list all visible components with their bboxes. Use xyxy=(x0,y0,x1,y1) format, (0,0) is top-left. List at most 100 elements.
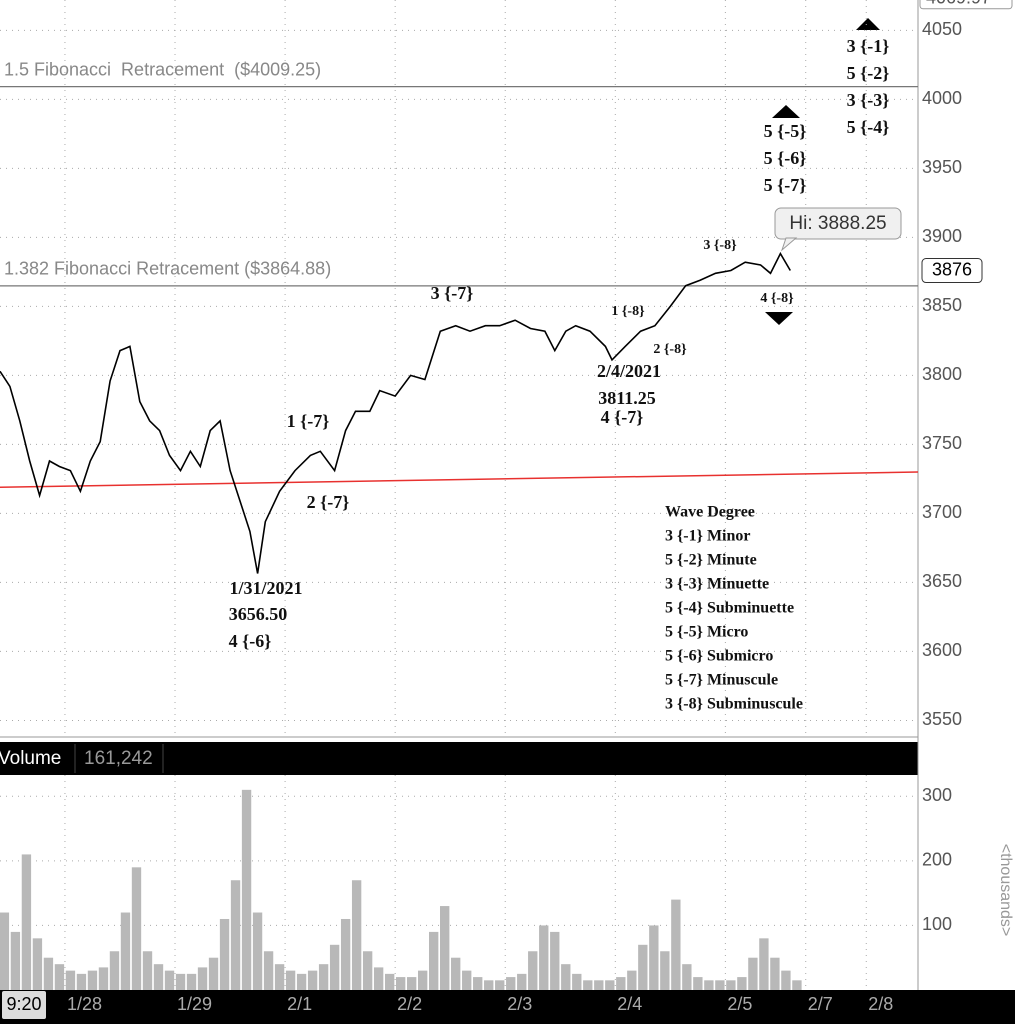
volume-bar xyxy=(241,789,252,990)
volume-bar xyxy=(263,951,274,990)
volume-bar xyxy=(230,880,241,990)
legend-item: 3 {-8} Subminuscule xyxy=(665,696,803,713)
annotation: 3 {-7} xyxy=(431,283,474,303)
volume-bar xyxy=(142,951,153,990)
legend-item: 3 {-3} Minuette xyxy=(665,576,769,593)
volume-bar xyxy=(164,970,175,990)
volume-bar xyxy=(616,977,626,990)
annotation: 2 {-7} xyxy=(307,492,350,512)
volume-bar xyxy=(373,967,384,990)
top-marker-box xyxy=(919,0,1013,10)
legend-item: 5 {-2} Minute xyxy=(665,552,757,569)
y-tick-label: 3900 xyxy=(922,226,962,246)
volume-bar xyxy=(362,951,373,990)
annotation: 1 {-8} xyxy=(611,304,645,319)
volume-bar xyxy=(54,964,65,990)
legend-item: 3 {-1} Minor xyxy=(665,528,750,545)
volume-bar xyxy=(186,973,197,990)
volume-bar xyxy=(605,980,615,990)
volume-bar xyxy=(0,912,10,990)
annotation: 3 {-8} xyxy=(703,238,737,253)
volume-bar xyxy=(682,964,692,990)
volume-bar xyxy=(340,918,351,990)
volume-bar xyxy=(737,977,747,990)
y-tick-label: 3800 xyxy=(922,364,962,384)
volume-bar xyxy=(594,980,604,990)
last-price-box xyxy=(921,258,983,284)
volume-bar xyxy=(671,899,681,990)
volume-bar xyxy=(528,951,538,990)
volume-bar xyxy=(98,967,109,990)
legend-item: 5 {-5} Micro xyxy=(665,624,748,641)
annotation: 1/31/2021 xyxy=(229,578,302,598)
price-line xyxy=(0,251,791,574)
volume-bar xyxy=(495,980,505,990)
y-tick-label: 300 xyxy=(922,785,952,805)
x-tick-label: 2/8 xyxy=(868,994,893,1014)
volume-bar xyxy=(770,957,780,990)
volume-bar xyxy=(109,951,120,990)
annotation: 3 {-3} xyxy=(847,90,890,110)
annotation: 3811.25 xyxy=(598,388,656,408)
annotation: 5 {-7} xyxy=(764,175,807,195)
y-tick-label: 4050 xyxy=(922,19,962,39)
annotation: 1 {-7} xyxy=(287,411,330,431)
volume-bar xyxy=(715,980,725,990)
volume-bar xyxy=(318,964,329,990)
x-tick-label: 1/29 xyxy=(177,994,212,1014)
volume-bar xyxy=(759,938,769,990)
volume-bar xyxy=(208,957,219,990)
volume-bar xyxy=(506,977,516,990)
down-arrow xyxy=(765,312,793,325)
volume-bar xyxy=(351,880,362,990)
annotation: 4 {-6} xyxy=(229,631,272,651)
volume-bar xyxy=(417,970,428,990)
volume-bar xyxy=(87,970,98,990)
y-tick-label: 3700 xyxy=(922,502,962,522)
volume-bar xyxy=(781,970,791,990)
volume-bar xyxy=(473,977,483,990)
reference-label: 1.382 Fibonacci Retracement ($3864.88) xyxy=(4,259,331,279)
annotation: 2/4/2021 xyxy=(597,361,661,381)
legend-title: Wave Degree xyxy=(665,504,755,521)
volume-bar xyxy=(32,938,43,990)
volume-bar xyxy=(583,980,593,990)
x-tick-label: 2/4 xyxy=(617,994,642,1014)
volume-bar xyxy=(219,918,230,990)
legend-item: 5 {-6} Submicro xyxy=(665,648,773,665)
x-tick-label: 2/1 xyxy=(287,994,312,1014)
callout-pointer xyxy=(780,237,798,252)
volume-bar xyxy=(76,973,87,990)
volume-title: Volume xyxy=(0,748,61,769)
volume-bar xyxy=(274,964,285,990)
time-label: 9:20 xyxy=(6,994,41,1014)
volume-bar xyxy=(285,970,296,990)
top-marker-label: 4069.97 xyxy=(926,0,991,8)
up-arrow xyxy=(856,18,880,30)
callout-label: Hi: 3888.25 xyxy=(789,213,886,234)
volume-header-bar xyxy=(0,742,918,775)
legend-item: 5 {-4} Subminuette xyxy=(665,600,794,617)
last-price-label: 3876 xyxy=(932,259,972,279)
volume-bar xyxy=(43,957,54,990)
y-tick-label: 3550 xyxy=(922,709,962,729)
volume-bar xyxy=(517,973,527,990)
x-axis-bar xyxy=(0,990,1015,1024)
volume-bar xyxy=(197,967,208,990)
annotation: 5 {-2} xyxy=(847,63,890,83)
volume-bar xyxy=(704,980,714,990)
x-tick-label: 2/3 xyxy=(507,994,532,1014)
trendline xyxy=(0,471,919,488)
annotation: 5 {-6} xyxy=(764,148,807,168)
volume-bar xyxy=(572,973,582,990)
volume-bar xyxy=(65,970,76,990)
up-arrow xyxy=(772,105,800,118)
reference-label: 1.5 Fibonacci Retracement ($4009.25) xyxy=(4,59,321,79)
volume-bar xyxy=(252,912,263,990)
volume-bar xyxy=(550,931,560,990)
volume-bar xyxy=(627,970,637,990)
volume-bar xyxy=(792,980,802,990)
volume-bar xyxy=(175,973,186,990)
